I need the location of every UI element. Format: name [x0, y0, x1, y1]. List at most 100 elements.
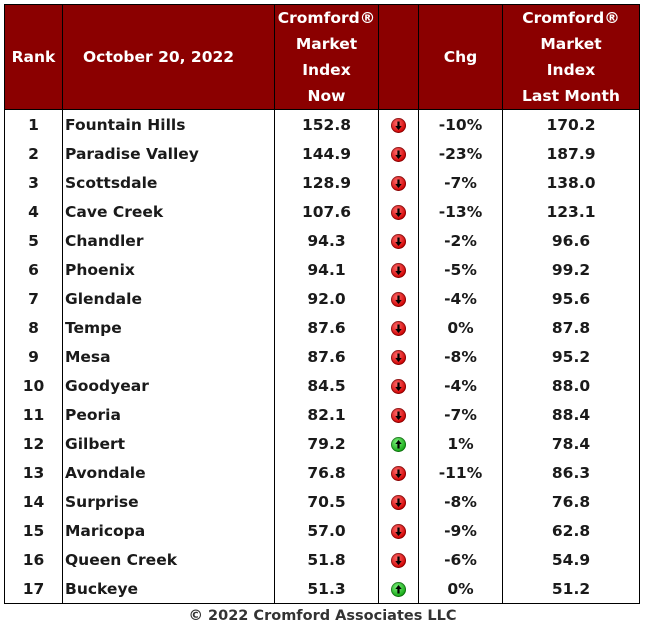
direction-cell [378, 255, 419, 284]
table-row: 12 Gilbert 79.2 1% 78.4 [4, 429, 640, 458]
index-now-cell: 94.1 [274, 255, 379, 284]
direction-cell [378, 109, 419, 139]
arrow-down-icon [391, 204, 406, 220]
table-row: 5 Chandler 94.3 -2% 96.6 [4, 226, 640, 255]
header-index-now-line: Cromford® [277, 9, 376, 27]
index-last-month-cell: 99.2 [502, 255, 640, 284]
arrow-down-icon [391, 175, 406, 191]
copyright-footer: © 2022 Cromford Associates LLC [188, 608, 457, 624]
header-index-last-line: Market [540, 35, 602, 53]
index-now-cell: 51.3 [274, 574, 379, 604]
index-last-month-cell: 95.2 [502, 342, 640, 371]
arrow-down-icon [391, 523, 406, 539]
table-row: 4 Cave Creek 107.6 -13% 123.1 [4, 197, 640, 226]
city-name-cell: Mesa [62, 342, 275, 371]
change-cell: -8% [418, 487, 503, 516]
direction-cell [378, 429, 419, 458]
index-last-month-cell: 78.4 [502, 429, 640, 458]
header-index-last-line: Cromford® [522, 9, 620, 27]
header-rank: Rank [4, 4, 63, 110]
header-chg: Chg [418, 4, 503, 110]
city-name-cell: Gilbert [62, 429, 275, 458]
rank-cell: 4 [4, 197, 63, 226]
change-cell: -10% [418, 109, 503, 139]
change-cell: -6% [418, 545, 503, 574]
index-now-cell: 84.5 [274, 371, 379, 400]
city-name-cell: Phoenix [62, 255, 275, 284]
direction-cell [378, 313, 419, 342]
rank-cell: 16 [4, 545, 63, 574]
index-last-month-cell: 96.6 [502, 226, 640, 255]
arrow-down-icon [391, 233, 406, 249]
city-name-cell: Buckeye [62, 574, 275, 604]
header-index-now-line: Index [302, 61, 351, 79]
header-index-last-line: Index [546, 61, 596, 79]
city-name-cell: Queen Creek [62, 545, 275, 574]
direction-cell [378, 168, 419, 197]
table-row: 15 Maricopa 57.0 -9% 62.8 [4, 516, 640, 545]
direction-cell [378, 516, 419, 545]
direction-cell [378, 545, 419, 574]
index-now-cell: 107.6 [274, 197, 379, 226]
city-name-cell: Paradise Valley [62, 139, 275, 168]
rank-cell: 15 [4, 516, 63, 545]
change-cell: -7% [418, 400, 503, 429]
city-name-cell: Scottsdale [62, 168, 275, 197]
header-index-last: Cromford® Market Index Last Month [502, 4, 640, 110]
table-row: 6 Phoenix 94.1 -5% 99.2 [4, 255, 640, 284]
direction-cell [378, 371, 419, 400]
table-row: 17 Buckeye 51.3 0% 51.2 [4, 574, 640, 604]
table-row: 11 Peoria 82.1 -7% 88.4 [4, 400, 640, 429]
arrow-down-icon [391, 291, 406, 307]
city-name-cell: Goodyear [62, 371, 275, 400]
market-index-table: Rank October 20, 2022 Cromford® Market I… [4, 4, 640, 604]
change-cell: -8% [418, 342, 503, 371]
rank-cell: 13 [4, 458, 63, 487]
direction-cell [378, 284, 419, 313]
header-date: October 20, 2022 [62, 4, 275, 110]
header-index-now: Cromford® Market Index Now [274, 4, 379, 110]
table-row: 2 Paradise Valley 144.9 -23% 187.9 [4, 139, 640, 168]
change-cell: -4% [418, 371, 503, 400]
index-last-month-cell: 86.3 [502, 458, 640, 487]
index-last-month-cell: 76.8 [502, 487, 640, 516]
header-index-now-line: Now [307, 87, 346, 105]
table-row: 14 Surprise 70.5 -8% 76.8 [4, 487, 640, 516]
city-name-cell: Avondale [62, 458, 275, 487]
change-cell: 1% [418, 429, 503, 458]
change-cell: 0% [418, 574, 503, 604]
index-now-cell: 70.5 [274, 487, 379, 516]
table-row: 7 Glendale 92.0 -4% 95.6 [4, 284, 640, 313]
change-cell: -11% [418, 458, 503, 487]
direction-cell [378, 226, 419, 255]
header-direction [378, 4, 419, 110]
rank-cell: 14 [4, 487, 63, 516]
index-last-month-cell: 88.4 [502, 400, 640, 429]
city-name-cell: Chandler [62, 226, 275, 255]
arrow-down-icon [391, 117, 406, 133]
arrow-down-icon [391, 262, 406, 278]
table-row: 3 Scottsdale 128.9 -7% 138.0 [4, 168, 640, 197]
change-cell: 0% [418, 313, 503, 342]
change-cell: -9% [418, 516, 503, 545]
table-body: 1 Fountain Hills 152.8 -10% 170.2 2 Paradise V… [4, 109, 640, 604]
rank-cell: 6 [4, 255, 63, 284]
change-cell: -2% [418, 226, 503, 255]
rank-cell: 9 [4, 342, 63, 371]
index-now-cell: 82.1 [274, 400, 379, 429]
city-name-cell: Tempe [62, 313, 275, 342]
table-row: 1 Fountain Hills 152.8 -10% 170.2 [4, 109, 640, 139]
arrow-down-icon [391, 146, 406, 162]
change-cell: -7% [418, 168, 503, 197]
index-last-month-cell: 88.0 [502, 371, 640, 400]
city-name-cell: Maricopa [62, 516, 275, 545]
rank-cell: 17 [4, 574, 63, 604]
table-row: 8 Tempe 87.6 0% 87.8 [4, 313, 640, 342]
index-last-month-cell: 138.0 [502, 168, 640, 197]
city-name-cell: Cave Creek [62, 197, 275, 226]
index-last-month-cell: 87.8 [502, 313, 640, 342]
rank-cell: 3 [4, 168, 63, 197]
index-last-month-cell: 62.8 [502, 516, 640, 545]
arrow-down-icon [391, 320, 406, 336]
direction-cell [378, 458, 419, 487]
